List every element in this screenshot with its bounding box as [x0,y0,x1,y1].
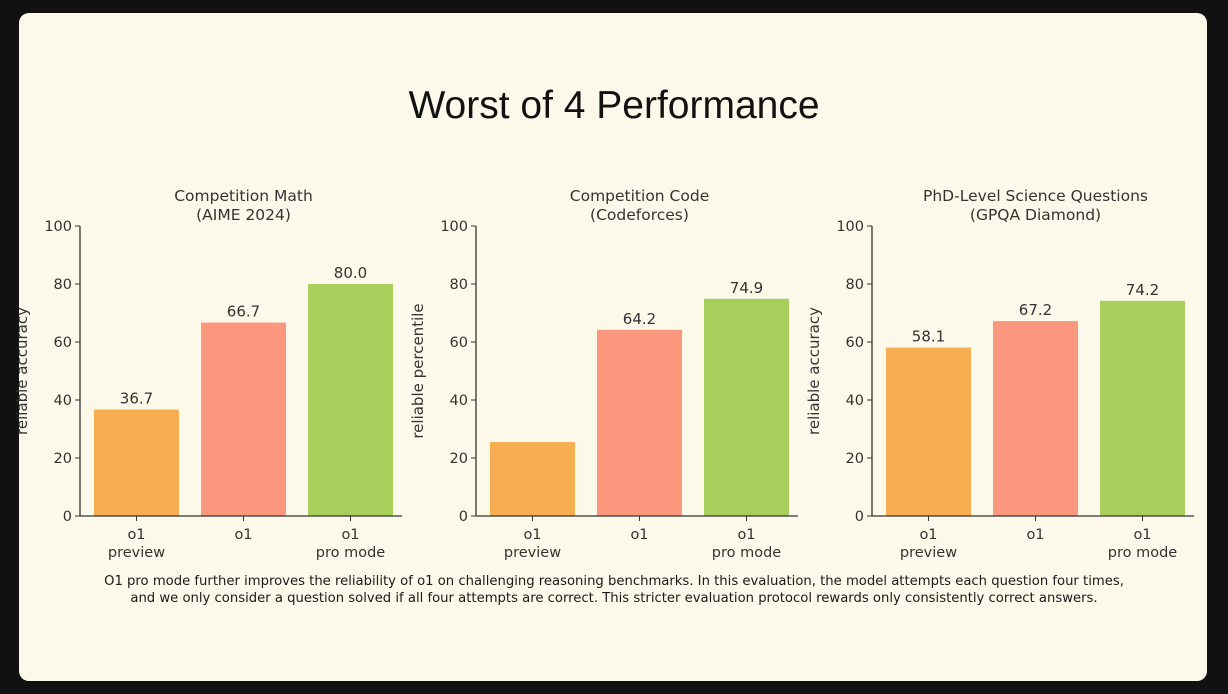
chart3-category-label-1-2: preview [900,545,957,561]
chart3-ytick-label-5: 80 [846,277,864,293]
chart3-ytick-label-3: 40 [846,393,864,409]
chart3-subtitle: (GPQA Diamond) [970,206,1101,224]
chart2-subtitle: (Codeforces) [590,206,689,224]
chart2-category-label-3-2: pro mode [712,545,782,561]
chart1-subtitle: (AIME 2024) [196,206,291,224]
chart3-value-label-1: 58.1 [912,328,945,346]
chart2-ytick-label-1: 0 [459,509,468,525]
chart1-ytick-label-1: 0 [63,509,72,525]
chart1-title: Competition Math [174,187,313,205]
chart1-value-label-3: 80.0 [334,264,367,282]
chart1-value-label-2: 66.7 [227,303,260,321]
chart2-ytick-label-6: 100 [440,219,468,235]
chart2-ylabel: reliable percentile [409,303,427,438]
chart2-category-label-3-1: o1 [737,527,755,543]
chart2-category-label-1-2: preview [504,545,561,561]
chart3-ytick-label-1: 0 [855,509,864,525]
chart3-category-label-2-1: o1 [1026,527,1044,543]
chart1-bar-1 [94,409,179,516]
chart1-ylabel: reliable accuracy [13,307,31,435]
chart1-category-label-2-1: o1 [234,527,252,543]
chart2-category-label-1-1: o1 [523,527,541,543]
chart2-bar-1 [490,442,575,516]
chart2-title: Competition Code [570,187,709,205]
chart2-ytick-label-2: 20 [450,451,468,467]
chart3-category-label-3-1: o1 [1133,527,1151,543]
chart3-ytick-label-6: 100 [836,219,864,235]
chart1-value-label-1: 36.7 [120,390,153,408]
chart3-title: PhD-Level Science Questions [923,187,1148,205]
chart1-ytick-label-3: 40 [54,393,72,409]
chart3-value-label-3: 74.2 [1126,281,1159,299]
page-title: Worst of 4 Performance [408,84,820,127]
chart1-ytick-label-2: 20 [54,451,72,467]
chart2-category-label-2-1: o1 [630,527,648,543]
chart3-category-label-1-1: o1 [919,527,937,543]
chart1-ytick-label-6: 100 [44,219,72,235]
chart3-ytick-label-2: 20 [846,451,864,467]
chart3-bar-1 [886,347,971,516]
chart1-category-label-3-2: pro mode [316,545,386,561]
caption-line-1: O1 pro mode further improves the reliabi… [104,574,1124,589]
chart1-ytick-label-4: 60 [54,335,72,351]
chart3-bar-3 [1100,300,1185,516]
chart2-bar-3 [704,298,789,516]
chart1-bar-3 [308,284,393,516]
chart1-category-label-1-2: preview [108,545,165,561]
chart2-ytick-label-5: 80 [450,277,468,293]
chart3-category-label-3-2: pro mode [1108,545,1178,561]
chart1-ytick-label-5: 80 [54,277,72,293]
chart2-value-label-3: 74.9 [730,279,763,297]
chart3-ylabel: reliable accuracy [805,307,823,435]
caption: O1 pro mode further improves the reliabi… [40,573,1188,607]
chart1-category-label-1-1: o1 [127,527,145,543]
chart3-bar-2 [993,321,1078,516]
chart2-bar-2 [597,329,682,516]
chart3-ytick-label-4: 60 [846,335,864,351]
chart2-ytick-label-3: 40 [450,393,468,409]
chart2-ytick-label-4: 60 [450,335,468,351]
chart2-value-label-2: 64.2 [623,310,656,328]
caption-line-2: and we only consider a question solved i… [130,591,1098,606]
chart1-category-label-3-1: o1 [341,527,359,543]
chart1-bar-2 [201,322,286,516]
chart3-value-label-2: 67.2 [1019,301,1052,319]
